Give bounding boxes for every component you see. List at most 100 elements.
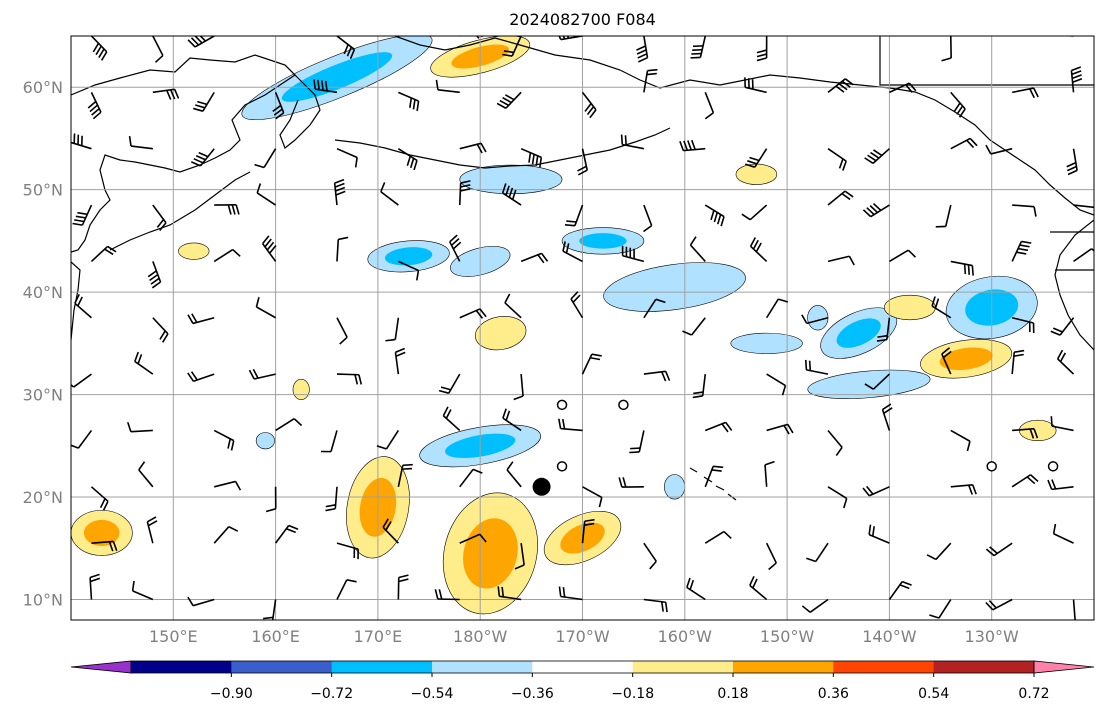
wind-barb bbox=[864, 148, 890, 165]
wind-barb bbox=[1047, 479, 1074, 491]
wind-barb bbox=[827, 486, 848, 509]
positive-anomaly-region bbox=[939, 347, 993, 370]
wind-barb bbox=[929, 599, 952, 619]
wind-barb bbox=[801, 598, 829, 613]
wind-barb bbox=[459, 533, 487, 544]
wind-barb bbox=[941, 347, 952, 375]
wind-barb bbox=[435, 79, 460, 94]
wind-barb bbox=[272, 92, 285, 120]
wind-barb bbox=[744, 148, 768, 168]
colorbar-tick-label: 0.18 bbox=[717, 686, 748, 702]
wind-barb bbox=[950, 429, 971, 452]
japan-coastline bbox=[71, 261, 81, 341]
latitude-label: 20°N bbox=[23, 488, 63, 507]
alaska-coastline bbox=[394, 36, 1094, 216]
wind-barb bbox=[496, 91, 522, 109]
wind-barb bbox=[765, 298, 789, 319]
latitude-labels: 60°N 50°N 40°N 30°N 20°N 10°N bbox=[23, 78, 63, 609]
colorbar-tick-label: −0.36 bbox=[511, 686, 554, 702]
positive-anomaly-region bbox=[883, 294, 936, 321]
wind-barb bbox=[689, 236, 706, 262]
colorbar-segment bbox=[231, 661, 333, 673]
wind-barb bbox=[889, 82, 917, 94]
wind-barb bbox=[756, 36, 768, 62]
wind-barb bbox=[888, 36, 890, 37]
longitude-label: 160°W bbox=[658, 627, 713, 646]
symbol-layer bbox=[532, 399, 1059, 496]
wind-barb bbox=[502, 36, 522, 57]
positive-anomaly-region bbox=[178, 242, 210, 260]
wind-barb bbox=[397, 463, 413, 487]
canada-border bbox=[879, 36, 1094, 86]
wind-barb bbox=[87, 92, 102, 120]
wind-barb bbox=[950, 260, 974, 276]
asia-coastline bbox=[71, 54, 296, 253]
wind-barb bbox=[394, 347, 406, 375]
wind-barb bbox=[336, 236, 349, 262]
colorbar-segment bbox=[532, 661, 634, 673]
wind-barb bbox=[643, 204, 653, 233]
wind-barb bbox=[138, 461, 154, 488]
wind-barb bbox=[704, 92, 715, 120]
wind-barb bbox=[1011, 349, 1025, 375]
longitude-label: 170°E bbox=[354, 627, 403, 646]
wind-barb bbox=[1070, 66, 1083, 93]
positive-anomaly-region bbox=[475, 316, 527, 351]
longitude-label: 140°W bbox=[862, 627, 917, 646]
wind-barb bbox=[336, 579, 357, 600]
map-frame bbox=[70, 35, 1095, 621]
wind-barb bbox=[506, 461, 522, 488]
wind-barb bbox=[1012, 36, 1013, 37]
wind-barb bbox=[636, 36, 649, 63]
wind-barb bbox=[558, 418, 583, 432]
wind-barb bbox=[90, 486, 109, 511]
longitude-label: 130°W bbox=[965, 627, 1020, 646]
negative-anomaly-region bbox=[255, 432, 275, 450]
wind-barb bbox=[985, 144, 1013, 155]
wind-barb bbox=[862, 485, 890, 497]
negative-anomaly-region bbox=[603, 262, 746, 312]
latitude-label: 30°N bbox=[23, 386, 63, 405]
wind-barb bbox=[643, 68, 658, 93]
wind-barb bbox=[765, 542, 777, 571]
wind-barb bbox=[690, 36, 707, 59]
wind-barb bbox=[564, 204, 584, 227]
wind-barb bbox=[827, 255, 855, 266]
wind-barb bbox=[643, 370, 671, 382]
wind-barb bbox=[449, 234, 462, 262]
wind-barb bbox=[336, 36, 356, 59]
wind-barb bbox=[888, 249, 917, 263]
colorbar-segment bbox=[833, 661, 935, 673]
wind-barb bbox=[827, 429, 843, 456]
wind-barb bbox=[313, 79, 338, 94]
wind-barb bbox=[926, 542, 952, 561]
negative-anomaly-region bbox=[730, 332, 803, 354]
wind-barb bbox=[191, 148, 215, 167]
wind-barb bbox=[263, 599, 277, 620]
negative-anomaly-region bbox=[836, 318, 881, 348]
wind-barb bbox=[459, 308, 487, 319]
wind-barb bbox=[459, 468, 483, 488]
wind-barb bbox=[1012, 204, 1037, 217]
north-america-west-coastline bbox=[1054, 219, 1094, 351]
gridlines bbox=[71, 36, 1094, 620]
wind-barb bbox=[570, 291, 584, 319]
wind-barb bbox=[275, 418, 303, 432]
map-title: 2024082700 F084 bbox=[509, 10, 656, 29]
wind-barb bbox=[558, 586, 583, 601]
wind-barb bbox=[72, 204, 93, 226]
colorbar: −0.90 −0.72 −0.54 −0.36 −0.18 0.18 0.36 0.54 0.7… bbox=[70, 660, 1095, 702]
wind-barb bbox=[1011, 316, 1035, 334]
colorbar-tick-label: −0.90 bbox=[210, 686, 253, 702]
wind-barb bbox=[213, 429, 235, 451]
wind-barb bbox=[520, 147, 543, 168]
wind-barb bbox=[438, 373, 461, 394]
wind-barb bbox=[950, 137, 978, 150]
wind-barb bbox=[71, 132, 92, 150]
colorbar-frame bbox=[130, 660, 1035, 674]
wind-barb bbox=[397, 574, 409, 600]
colorbar-tick-label: −0.18 bbox=[611, 686, 654, 702]
wind-barb bbox=[1012, 427, 1039, 439]
wind-barb bbox=[261, 235, 277, 262]
